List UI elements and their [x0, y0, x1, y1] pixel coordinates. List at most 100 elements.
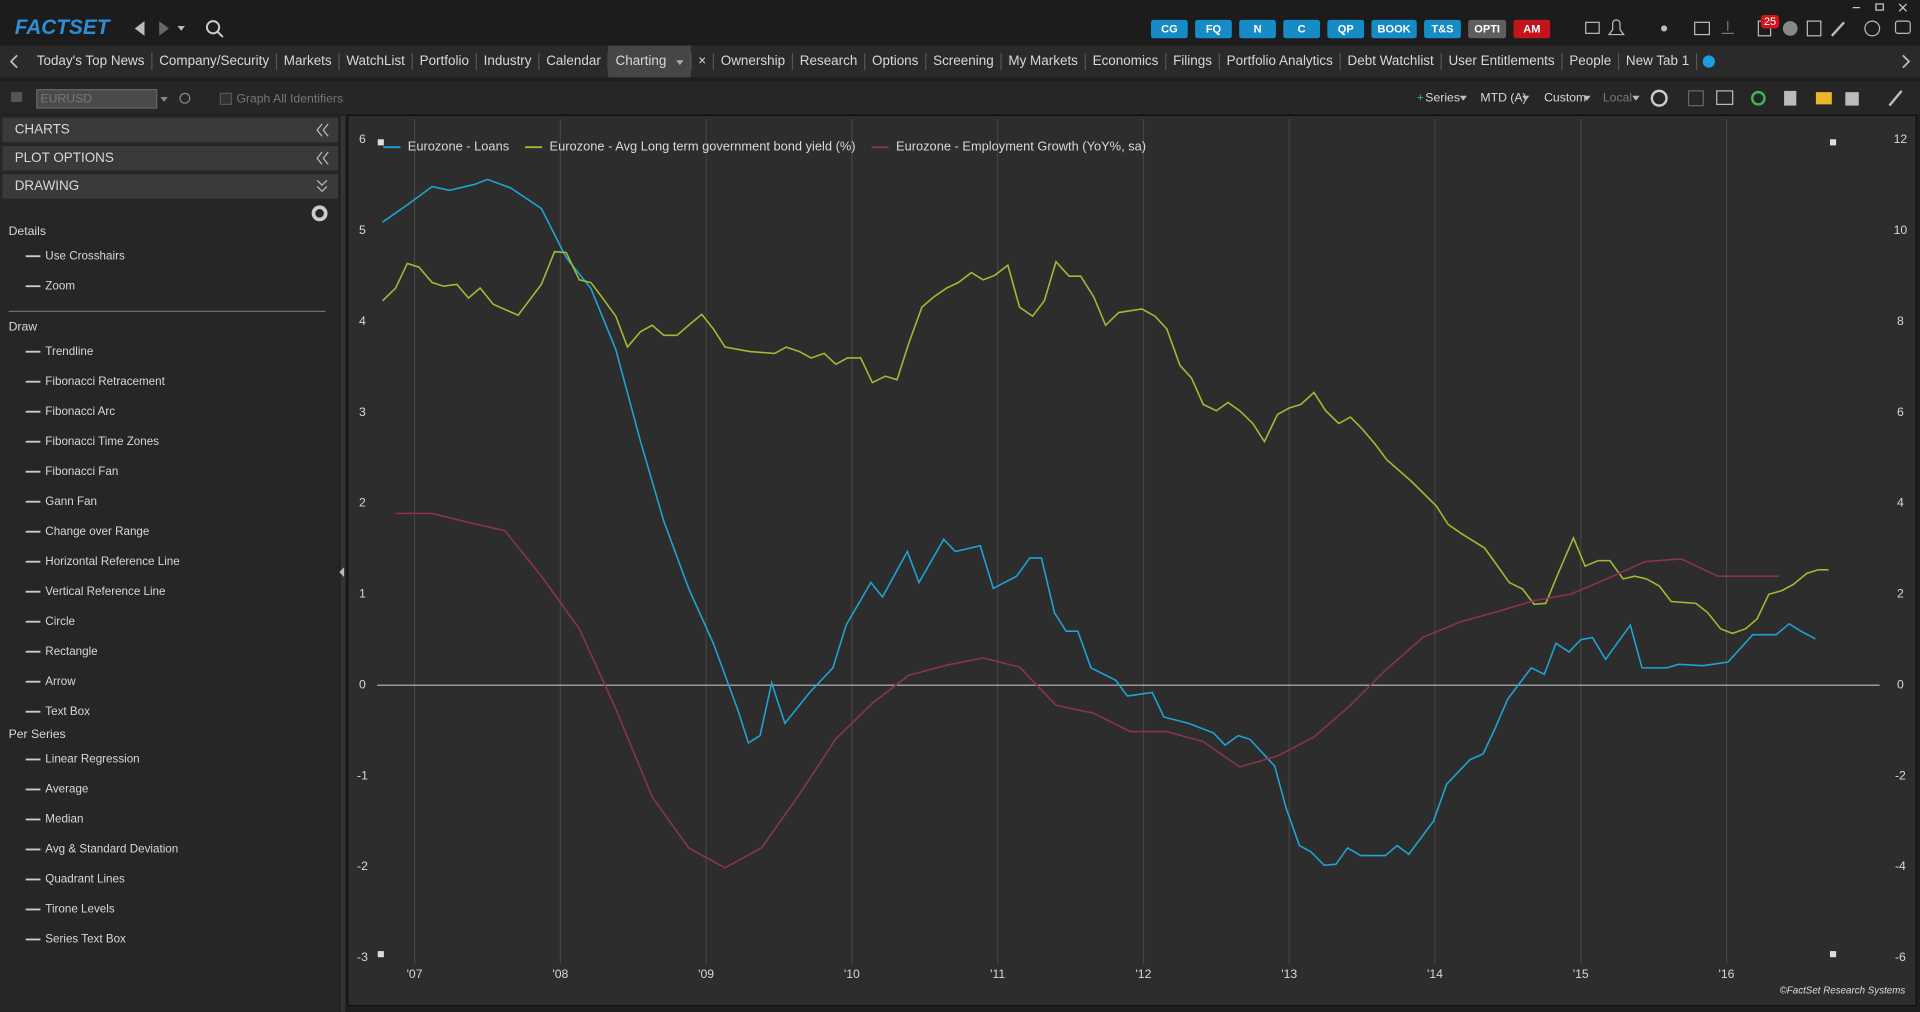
quick-button[interactable]	[1239, 19, 1276, 39]
custom-menu[interactable]: Custom	[1544, 90, 1586, 104]
chart-type-icon[interactable]	[1687, 90, 1704, 107]
tab[interactable]: Today's Top News	[37, 53, 145, 68]
lock-icon[interactable]	[11, 92, 23, 102]
period-menu[interactable]: MTD (A)	[1480, 90, 1526, 104]
symbol-input[interactable]	[36, 89, 158, 109]
quick-button[interactable]	[1283, 19, 1320, 39]
new-tab-button[interactable]	[1702, 55, 1715, 68]
tab[interactable]: New Tab 1	[1626, 53, 1689, 68]
tool-item[interactable]: Average	[45, 783, 88, 796]
tool-item[interactable]: Circle	[45, 615, 75, 628]
refresh-icon[interactable]	[1751, 90, 1766, 106]
active-tab[interactable]	[608, 45, 691, 78]
tab[interactable]: Screening	[933, 53, 994, 68]
quick-button[interactable]	[1468, 19, 1507, 39]
panel-header[interactable]	[2, 117, 338, 143]
history-dropdown[interactable]	[177, 26, 185, 31]
tool-item[interactable]: Quadrant Lines	[45, 873, 125, 886]
panel-collapse[interactable]	[316, 179, 328, 193]
print-icon[interactable]	[1694, 21, 1710, 36]
tab[interactable]: Markets	[284, 53, 332, 68]
tabs-scroll-left[interactable]	[9, 54, 18, 69]
resize-handle[interactable]	[1830, 139, 1837, 146]
lookup-icon[interactable]	[179, 92, 191, 104]
resize-handle[interactable]	[377, 139, 384, 146]
panel-collapse[interactable]	[316, 123, 329, 137]
tool-item[interactable]: Fibonacci Retracement	[45, 375, 165, 388]
tool-item[interactable]: Series Text Box	[45, 933, 126, 946]
tool-item[interactable]: Vertical Reference Line	[45, 585, 165, 598]
search-icon[interactable]	[205, 20, 221, 35]
back-button[interactable]	[134, 21, 145, 36]
tool-item[interactable]: Change over Range	[45, 525, 149, 538]
tool-item[interactable]: Horizontal Reference Line	[45, 555, 179, 568]
settings-icon[interactable]	[1650, 89, 1668, 107]
tool-item[interactable]: Fibonacci Arc	[45, 405, 115, 418]
tab[interactable]: My Markets	[1008, 53, 1078, 68]
forward-button[interactable]	[159, 21, 169, 36]
tool-item[interactable]: Trendline	[45, 345, 93, 358]
tab[interactable]: Options	[872, 53, 919, 68]
tab[interactable]: Economics	[1093, 53, 1159, 68]
indicator-icon[interactable]	[1784, 90, 1797, 106]
save-chart-icon[interactable]	[1845, 92, 1859, 106]
quick-button[interactable]	[1327, 19, 1365, 39]
graph-all-checkbox[interactable]	[219, 92, 233, 105]
tab[interactable]: Industry	[484, 53, 532, 68]
table-icon[interactable]	[1716, 90, 1734, 105]
help-icon[interactable]	[1864, 20, 1881, 37]
tool-item[interactable]: Tirone Levels	[45, 903, 115, 916]
series-menu[interactable]: Series	[1425, 90, 1460, 104]
panel-header[interactable]	[2, 146, 338, 171]
tools-icon[interactable]	[1830, 21, 1845, 37]
alert-icon[interactable]	[1607, 19, 1625, 36]
download-icon[interactable]	[1721, 21, 1734, 34]
resize-handle[interactable]	[1830, 951, 1837, 958]
quick-button[interactable]	[1195, 19, 1232, 39]
tool-item[interactable]: Avg & Standard Deviation	[45, 843, 178, 856]
tab[interactable]: Charting	[616, 53, 667, 68]
drawing-settings[interactable]	[311, 205, 328, 222]
close[interactable]	[1898, 3, 1907, 12]
tab[interactable]: Debt Watchlist	[1348, 53, 1434, 68]
tool-item[interactable]: Fibonacci Time Zones	[45, 435, 159, 448]
tool-item[interactable]: Median	[45, 813, 83, 826]
tab[interactable]: Company/Security	[159, 53, 269, 68]
quick-button[interactable]	[1151, 19, 1188, 39]
tool-item[interactable]: Rectangle	[45, 645, 97, 658]
tool-item[interactable]: Gann Fan	[45, 495, 97, 508]
tab[interactable]: People	[1569, 53, 1611, 68]
tab[interactable]: Ownership	[721, 53, 785, 68]
tab[interactable]: Portfolio	[420, 53, 469, 68]
tool-item[interactable]: Fibonacci Fan	[45, 465, 118, 478]
share-icon[interactable]	[1661, 25, 1668, 32]
status-icon[interactable]	[1782, 21, 1798, 36]
tool-item[interactable]: Linear Regression	[45, 753, 139, 766]
tab[interactable]: Research	[800, 53, 858, 68]
save-icon[interactable]	[1806, 20, 1822, 37]
chart-tools-icon[interactable]	[1888, 90, 1903, 107]
quick-button[interactable]	[1371, 19, 1417, 39]
tab[interactable]: User Entitlements	[1448, 53, 1554, 68]
panel-header[interactable]	[2, 174, 338, 199]
mail-icon[interactable]	[1585, 21, 1600, 34]
panel-collapse[interactable]	[316, 151, 329, 165]
splitter-arrow[interactable]	[339, 567, 345, 578]
tab[interactable]: Calendar	[546, 53, 601, 68]
splitter[interactable]	[340, 115, 346, 1012]
tool-item[interactable]: Zoom	[45, 279, 75, 292]
chat-icon[interactable]	[1894, 20, 1911, 34]
restore[interactable]	[1875, 3, 1884, 11]
quick-button[interactable]	[1513, 19, 1551, 39]
tab[interactable]: Portfolio Analytics	[1227, 53, 1333, 68]
tool-item[interactable]: Text Box	[45, 705, 90, 718]
symbol-dropdown[interactable]	[160, 97, 168, 102]
tab[interactable]: WatchList	[346, 53, 405, 68]
local-menu[interactable]: Local	[1603, 90, 1632, 104]
tab[interactable]: ×	[698, 53, 706, 68]
tabs-scroll-right[interactable]	[1902, 54, 1911, 69]
tab[interactable]: Filings	[1173, 53, 1212, 68]
tool-item[interactable]: Use Crosshairs	[45, 249, 125, 262]
resize-handle[interactable]	[377, 951, 384, 958]
tool-item[interactable]: Arrow	[45, 675, 76, 688]
